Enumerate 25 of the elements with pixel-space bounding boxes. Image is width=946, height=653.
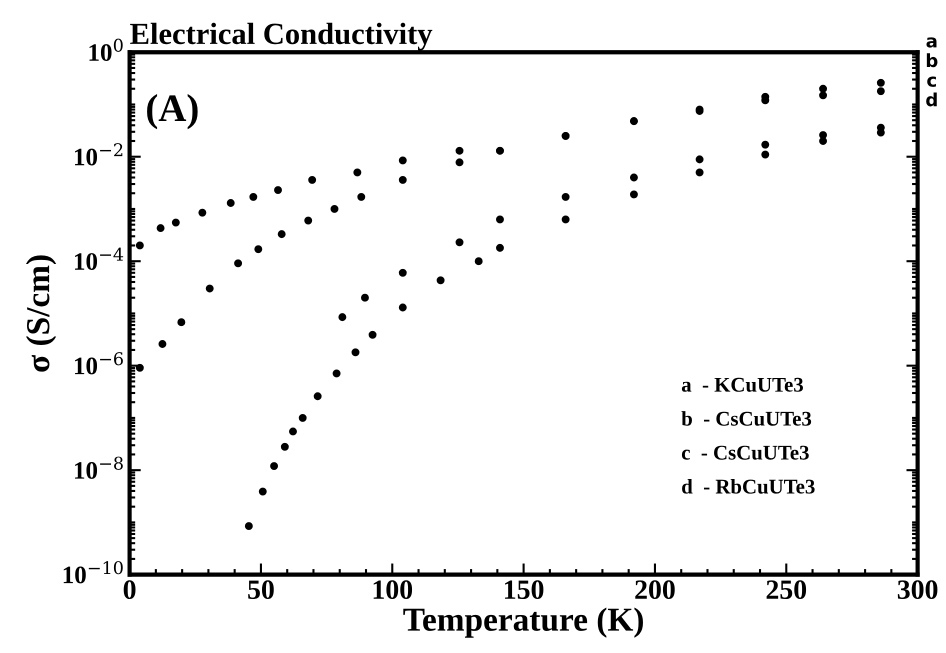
x-tick-label: 150 bbox=[505, 580, 544, 600]
legend-label: d bbox=[926, 92, 937, 106]
y-tick-label: 10$^{−2}$ bbox=[74, 143, 122, 166]
y-axis-title: σ (S/cm) bbox=[26, 255, 56, 372]
y-tick-label: 10$^{−8}$ bbox=[74, 456, 123, 479]
annotation: b - CsCuUTe3 bbox=[681, 411, 812, 426]
x-tick-label: 50 bbox=[248, 580, 274, 600]
x-axis-title: Temperature (K) bbox=[403, 607, 643, 638]
annotation: a - KCuUTe3 bbox=[682, 378, 804, 392]
x-tick-label: 0 bbox=[124, 580, 136, 600]
annotation: c - CsCuUTe3 bbox=[682, 446, 809, 460]
legend-label: b bbox=[926, 53, 938, 68]
x-tick-label: 250 bbox=[766, 580, 806, 600]
x-tick-label: 300 bbox=[898, 580, 938, 600]
y-tick-label: 10$^{0}$ bbox=[89, 38, 123, 61]
x-tick-label: 200 bbox=[635, 580, 675, 600]
legend-label: a bbox=[926, 37, 936, 48]
y-tick-label: 10$^{−10}$ bbox=[64, 561, 123, 584]
y-tick-label: 10$^{−6}$ bbox=[74, 352, 123, 374]
y-tick-label: 10$^{−4}$ bbox=[74, 248, 124, 270]
x-tick-label: 100 bbox=[374, 580, 412, 600]
annotation: (A) bbox=[147, 94, 198, 130]
chart-title: Electrical Conductivity bbox=[130, 22, 432, 50]
annotation: d - RbCuUTe3 bbox=[682, 478, 815, 494]
legend-label: c bbox=[927, 76, 936, 87]
